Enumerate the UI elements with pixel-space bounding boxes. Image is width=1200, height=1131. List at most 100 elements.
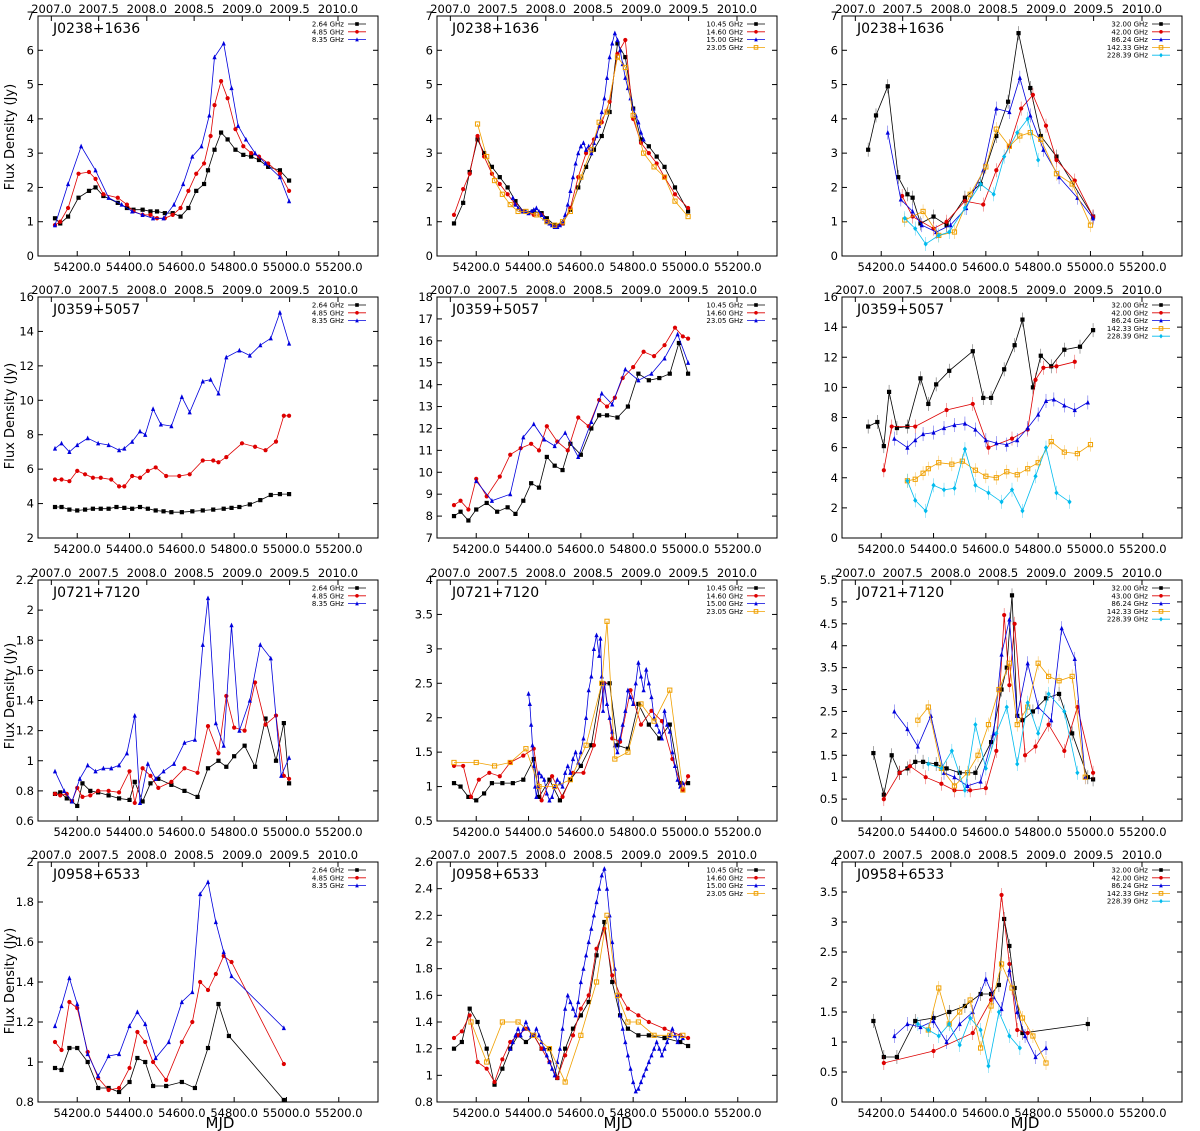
y-tick-label: 5 — [831, 78, 838, 92]
y-tick-label: 2 — [426, 711, 433, 725]
data-point — [523, 746, 529, 752]
data-point — [638, 701, 644, 707]
x-tick-label: 54800.0 — [210, 825, 258, 839]
y-tick-label: 0.8 — [16, 1095, 34, 1109]
data-point — [169, 782, 174, 787]
y-tick-label: 1.5 — [415, 745, 433, 759]
data-point — [1085, 399, 1090, 405]
data-point — [515, 208, 521, 215]
data-point — [573, 160, 578, 166]
data-point — [212, 147, 217, 152]
y-tick-label: 2.4 — [415, 882, 433, 896]
data-point — [578, 1006, 583, 1011]
x-tick-label: 55200.0 — [315, 1106, 363, 1120]
y-tick-label: 1 — [831, 1035, 838, 1049]
data-point — [505, 505, 510, 510]
y-tick-label: 3.5 — [820, 885, 838, 899]
data-point — [247, 502, 252, 507]
legend-marker — [754, 22, 758, 26]
data-point — [599, 133, 604, 139]
data-point — [1017, 133, 1023, 139]
data-point — [481, 154, 487, 159]
data-point — [140, 212, 145, 217]
data-point — [109, 477, 114, 482]
data-point — [536, 485, 542, 490]
data-point — [589, 926, 594, 931]
x-axis-label-col-3: MJD — [1011, 1114, 1040, 1131]
data-point — [910, 208, 915, 214]
data-point — [622, 64, 628, 71]
data-point — [106, 788, 111, 793]
data-point — [286, 188, 292, 193]
legend-label: 32.00 GHz — [1111, 21, 1148, 29]
legend-marker — [1159, 898, 1163, 904]
y-tick-label: 2 — [426, 180, 433, 194]
data-point — [256, 157, 262, 163]
data-point — [549, 222, 555, 228]
data-point — [1012, 621, 1017, 626]
x-tick-label: 55200.0 — [714, 542, 762, 556]
data-point — [65, 205, 71, 211]
data-point — [130, 473, 135, 479]
data-point — [941, 425, 947, 431]
data-point — [86, 169, 92, 175]
top-tick-label: 2008.5 — [174, 283, 214, 297]
data-point — [52, 1023, 58, 1029]
x-tick-label: 54800.0 — [1014, 1106, 1062, 1120]
data-point — [461, 187, 466, 192]
series-228-39-ghz — [902, 111, 1041, 251]
y-tick-label: 4 — [27, 497, 34, 511]
data-point — [1090, 328, 1096, 333]
data-point — [680, 1032, 686, 1038]
data-point — [1041, 147, 1046, 152]
y-tick-label: 0 — [831, 814, 838, 828]
data-point — [578, 749, 583, 755]
data-point — [615, 749, 620, 755]
data-point — [67, 507, 72, 512]
data-point — [993, 126, 999, 132]
data-point — [641, 1072, 646, 1078]
data-point — [620, 722, 625, 727]
y-tick-label: 0 — [426, 249, 433, 263]
data-point — [931, 1048, 936, 1054]
series-228-39-ghz — [926, 686, 1080, 798]
x-tick-label: 54600.0 — [962, 542, 1010, 556]
legend-label: 142.33 GHz — [1107, 608, 1148, 616]
data-point — [667, 371, 672, 376]
data-point — [505, 192, 510, 197]
data-point — [607, 681, 612, 686]
data-point — [75, 1001, 80, 1007]
data-point — [229, 85, 234, 91]
data-point — [993, 475, 999, 481]
legend-marker — [355, 37, 359, 42]
y-tick-label: 8 — [426, 509, 433, 523]
data-point — [137, 428, 143, 434]
source-name: J0238+1636 — [52, 21, 140, 37]
data-point — [481, 791, 487, 796]
data-point — [631, 701, 636, 707]
data-point — [88, 788, 93, 793]
data-point — [1004, 665, 1009, 670]
data-point — [132, 712, 137, 718]
legend-marker — [753, 45, 759, 50]
y-tick-label: 11 — [418, 443, 433, 457]
data-point — [646, 680, 651, 686]
data-point — [286, 178, 292, 183]
x-tick-label: 54400.0 — [106, 260, 154, 274]
data-point — [607, 912, 612, 918]
data-point — [555, 777, 560, 782]
y-axis-label-row-1: Flux Density (Jy) — [3, 84, 18, 190]
legend-marker — [355, 22, 359, 26]
data-point — [518, 207, 523, 212]
data-point — [617, 47, 623, 53]
data-point — [521, 434, 526, 440]
x-tick-label: 55200.0 — [714, 825, 762, 839]
data-point — [552, 463, 557, 468]
series-2-64-ghz — [52, 1001, 286, 1103]
data-point — [1062, 748, 1067, 753]
data-point — [586, 687, 591, 693]
data-point — [216, 460, 221, 465]
data-point — [999, 892, 1004, 898]
data-point — [970, 1030, 975, 1036]
data-point — [169, 510, 174, 515]
